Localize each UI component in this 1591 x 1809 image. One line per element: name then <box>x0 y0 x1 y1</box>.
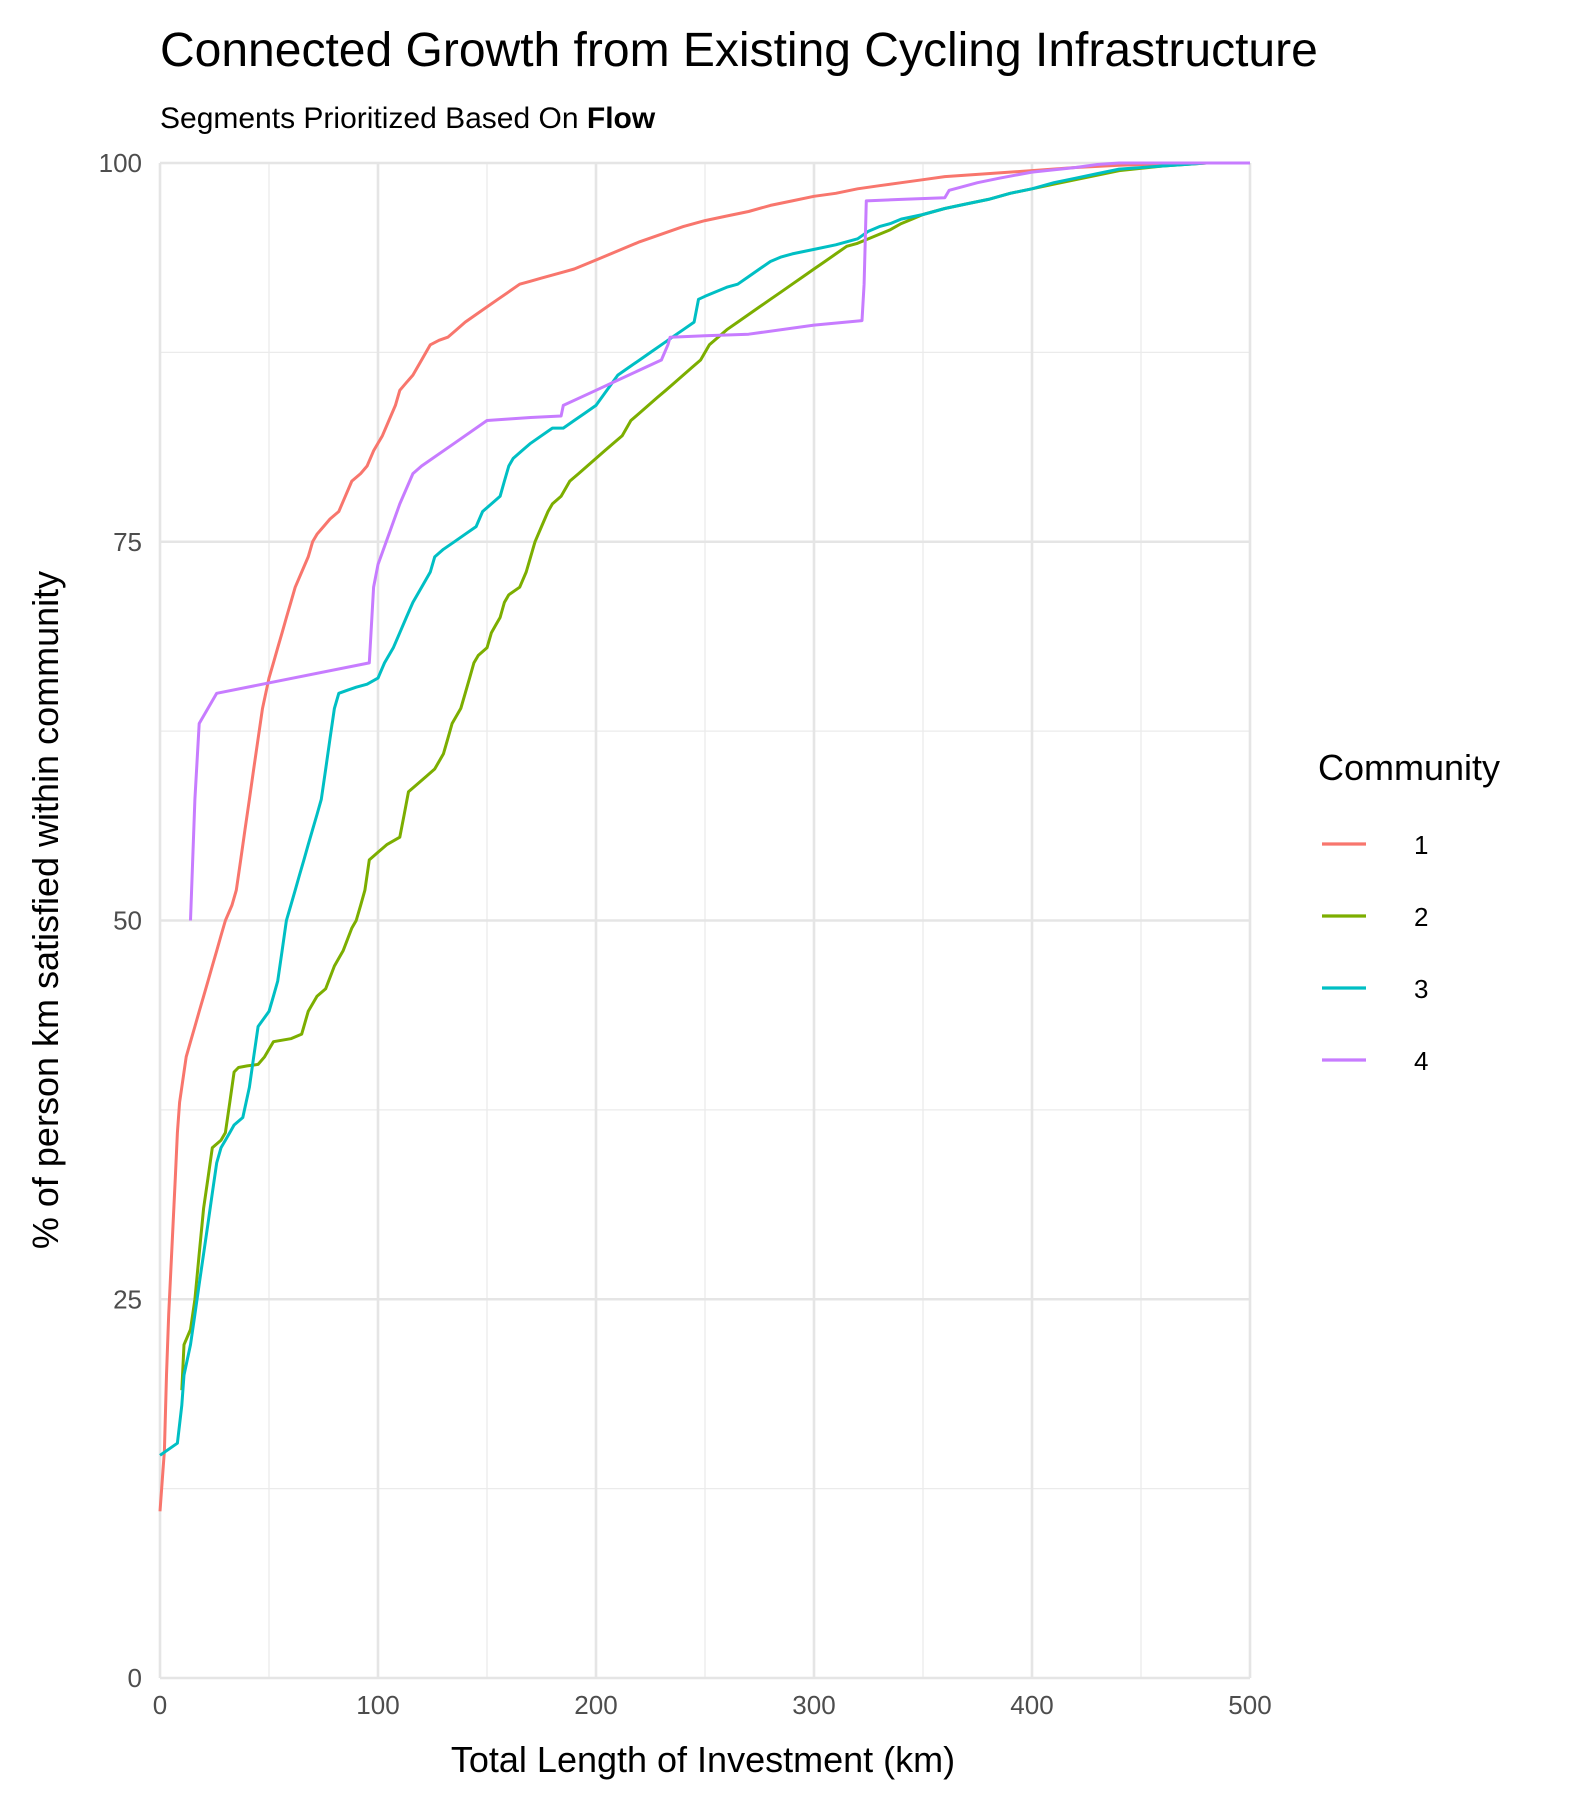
x-tick-label: 500 <box>1228 1690 1271 1720</box>
legend-item: 3 <box>1322 974 1428 1004</box>
y-tick-label: 100 <box>99 148 142 178</box>
x-tick-label: 0 <box>153 1690 167 1720</box>
y-axis-title: % of person km satisfied within communit… <box>25 571 66 1249</box>
y-tick-label: 25 <box>113 1284 142 1314</box>
chart-subtitle: Segments Prioritized Based On Flow <box>160 102 656 135</box>
x-axis-title: Total Length of Investment (km) <box>451 1739 955 1780</box>
legend-label: 3 <box>1414 974 1428 1004</box>
legend-title: Community <box>1318 747 1500 788</box>
y-tick-label: 75 <box>113 527 142 557</box>
legend-label: 1 <box>1414 830 1428 860</box>
x-tick-label: 400 <box>1010 1690 1053 1720</box>
legend-item: 2 <box>1322 902 1428 932</box>
major-gridlines <box>158 161 1252 1680</box>
legend-label: 4 <box>1414 1046 1428 1076</box>
y-tick-label: 0 <box>128 1663 142 1693</box>
chart-title: Connected Growth from Existing Cycling I… <box>160 24 1318 77</box>
legend-item: 1 <box>1322 830 1428 860</box>
legend: Community 1 2 3 4 <box>1318 747 1500 1076</box>
legend-label: 2 <box>1414 902 1428 932</box>
x-tick-label: 200 <box>574 1690 617 1720</box>
subtitle-bold: Flow <box>587 102 656 135</box>
series-line-community-4 <box>189 161 1250 921</box>
legend-items: 1 2 3 4 <box>1322 830 1428 1076</box>
x-tick-label: 300 <box>792 1690 835 1720</box>
x-tick-label: 100 <box>356 1690 399 1720</box>
subtitle-prefix: Segments Prioritized Based On <box>160 102 587 135</box>
series-line-community-2 <box>180 161 1250 1391</box>
y-axis-ticks: 0 25 50 75 100 <box>99 148 142 1693</box>
series-line-community-1 <box>158 161 1250 1512</box>
x-axis-ticks: 0 100 200 300 400 500 <box>153 1690 1272 1720</box>
series-line-community-3 <box>159 161 1250 1457</box>
y-tick-label: 50 <box>113 906 142 936</box>
series-lines <box>158 161 1250 1512</box>
legend-item: 4 <box>1322 1046 1428 1076</box>
